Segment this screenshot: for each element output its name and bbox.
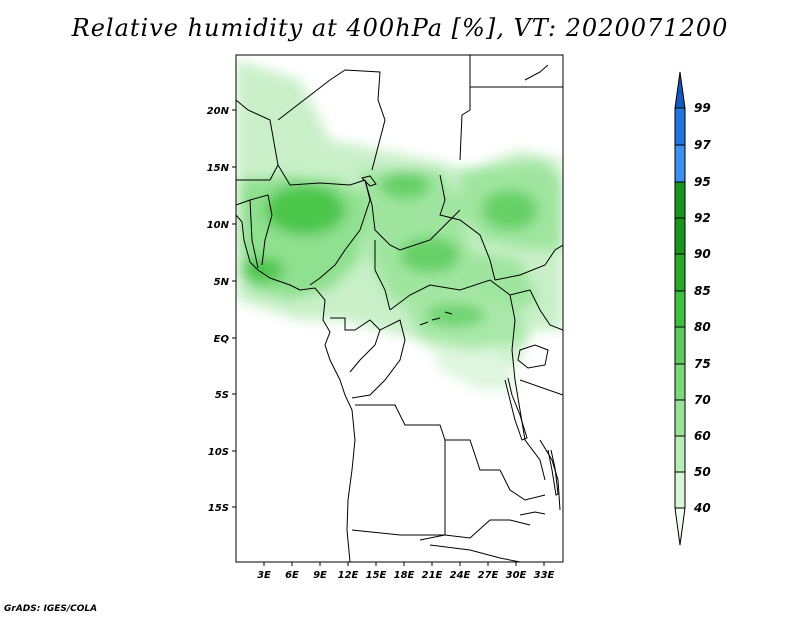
lon-label-6e: 6E xyxy=(285,570,299,581)
lon-label-21e: 21E xyxy=(422,570,443,581)
lat-labels: 20N 15N 10N 5N EQ 5S 10S 15S xyxy=(207,106,230,514)
border-south-africa xyxy=(429,544,521,562)
humidity-core-car xyxy=(400,237,460,273)
lon-axis xyxy=(263,562,545,566)
colorbar-seg-70 xyxy=(674,399,686,437)
colorbar-seg-97 xyxy=(674,144,686,183)
lat-axis xyxy=(232,109,236,508)
coastline xyxy=(236,214,356,562)
colorbar-seg-80 xyxy=(674,326,686,365)
lake-kariba xyxy=(519,511,546,516)
lon-label-3e: 3E xyxy=(257,570,271,581)
lat-label-20n: 20N xyxy=(207,106,230,117)
lon-label-24e: 24E xyxy=(450,570,471,581)
border-zambia-zim xyxy=(444,519,531,539)
border-libya-niger xyxy=(277,69,386,171)
lat-label-5n: 5N xyxy=(214,277,230,288)
border-angola-zambia xyxy=(419,440,446,541)
border-nigeria-cameroon xyxy=(309,179,371,286)
colorbar-seg-75 xyxy=(674,363,686,401)
border-mali xyxy=(236,99,279,181)
lake-malawi xyxy=(547,449,559,496)
lat-label-10n: 10N xyxy=(207,220,230,231)
lon-label-18e: 18E xyxy=(394,570,415,581)
lat-label-5s: 5S xyxy=(215,390,229,401)
border-angola-namibia xyxy=(351,529,445,536)
colorbar-seg-90 xyxy=(674,253,686,292)
border-burkina-benin xyxy=(236,194,273,266)
colorbar xyxy=(674,71,686,546)
cb-label-75: 75 xyxy=(694,357,711,371)
colorbar-seg-40 xyxy=(674,507,686,546)
cb-label-40: 40 xyxy=(693,501,711,515)
border-chad-cameroon xyxy=(364,179,461,251)
lake-victoria xyxy=(517,344,549,369)
borders xyxy=(236,55,563,562)
lon-label-27e: 27E xyxy=(478,570,499,581)
lon-labels: 3E 6E 9E 12E 15E 18E 21E 24E 27E 30E 33E xyxy=(257,570,554,581)
colorbar-seg-85 xyxy=(674,290,686,328)
lon-label-30e: 30E xyxy=(506,570,527,581)
border-malawi xyxy=(539,439,561,511)
cb-label-70: 70 xyxy=(694,393,711,407)
border-tanzania xyxy=(519,379,563,396)
congo-river-mouth xyxy=(419,311,453,326)
colorbar-seg-60 xyxy=(674,435,686,473)
border-cameroon-car xyxy=(374,240,391,311)
border-east-african-rift xyxy=(509,294,546,481)
border-mozambique xyxy=(499,469,546,501)
credit-label: GrADS: IGES/COLA xyxy=(4,604,98,614)
humidity-core-nigeria xyxy=(265,185,345,235)
border-libya-egypt xyxy=(459,55,471,161)
lat-label-10s: 10S xyxy=(208,447,229,458)
border-congo-drc xyxy=(351,319,406,399)
humidity-core-coast xyxy=(240,258,284,282)
cb-label-80: 80 xyxy=(694,320,711,334)
cb-label-99: 99 xyxy=(694,101,711,115)
humidity-band-tail xyxy=(430,340,520,390)
cb-label-85: 85 xyxy=(694,284,711,298)
cb-label-92: 92 xyxy=(694,211,711,225)
lon-label-15e: 15E xyxy=(366,570,387,581)
cb-label-97: 97 xyxy=(694,138,711,152)
colorbar-seg-50 xyxy=(674,471,686,509)
cb-label-50: 50 xyxy=(694,465,711,479)
border-nigeria-north xyxy=(277,164,366,186)
border-drc-angola xyxy=(355,404,500,471)
lat-label-15s: 15S xyxy=(208,503,229,514)
humidity-core-sudan xyxy=(482,190,538,230)
humidity-field xyxy=(236,60,563,390)
colorbar-seg-95 xyxy=(674,181,686,219)
red-sea-coast xyxy=(524,64,549,81)
lat-label-eq: EQ xyxy=(214,334,230,345)
colorbar-seg-92 xyxy=(674,217,686,255)
map-title: Relative humidity at 400hPa [%], VT: 202… xyxy=(71,14,729,42)
lon-label-12e: 12E xyxy=(338,570,359,581)
lake-chad xyxy=(361,175,377,187)
colorbar-seg-99 xyxy=(674,107,686,146)
cb-label-95: 95 xyxy=(694,175,711,189)
border-sudan-south xyxy=(494,244,563,281)
map-frame xyxy=(235,54,564,563)
lake-tanganyika xyxy=(504,377,528,441)
colorbar-top-triangle xyxy=(674,71,686,109)
lon-label-33e: 33E xyxy=(534,570,555,581)
cb-label-60: 60 xyxy=(694,429,711,443)
colorbar-labels: 99 97 95 92 90 85 80 75 70 60 50 40 xyxy=(693,101,711,515)
border-sudan-chad xyxy=(439,174,496,281)
border-togo xyxy=(249,199,259,269)
border-uganda-kenya xyxy=(529,289,563,331)
cb-label-90: 90 xyxy=(694,247,711,261)
lat-label-15n: 15N xyxy=(207,163,230,174)
lon-label-9e: 9E xyxy=(313,570,327,581)
humidity-core-chad xyxy=(380,171,430,199)
border-eq-guinea-gabon xyxy=(330,317,381,373)
humidity-core-congo xyxy=(425,303,485,327)
